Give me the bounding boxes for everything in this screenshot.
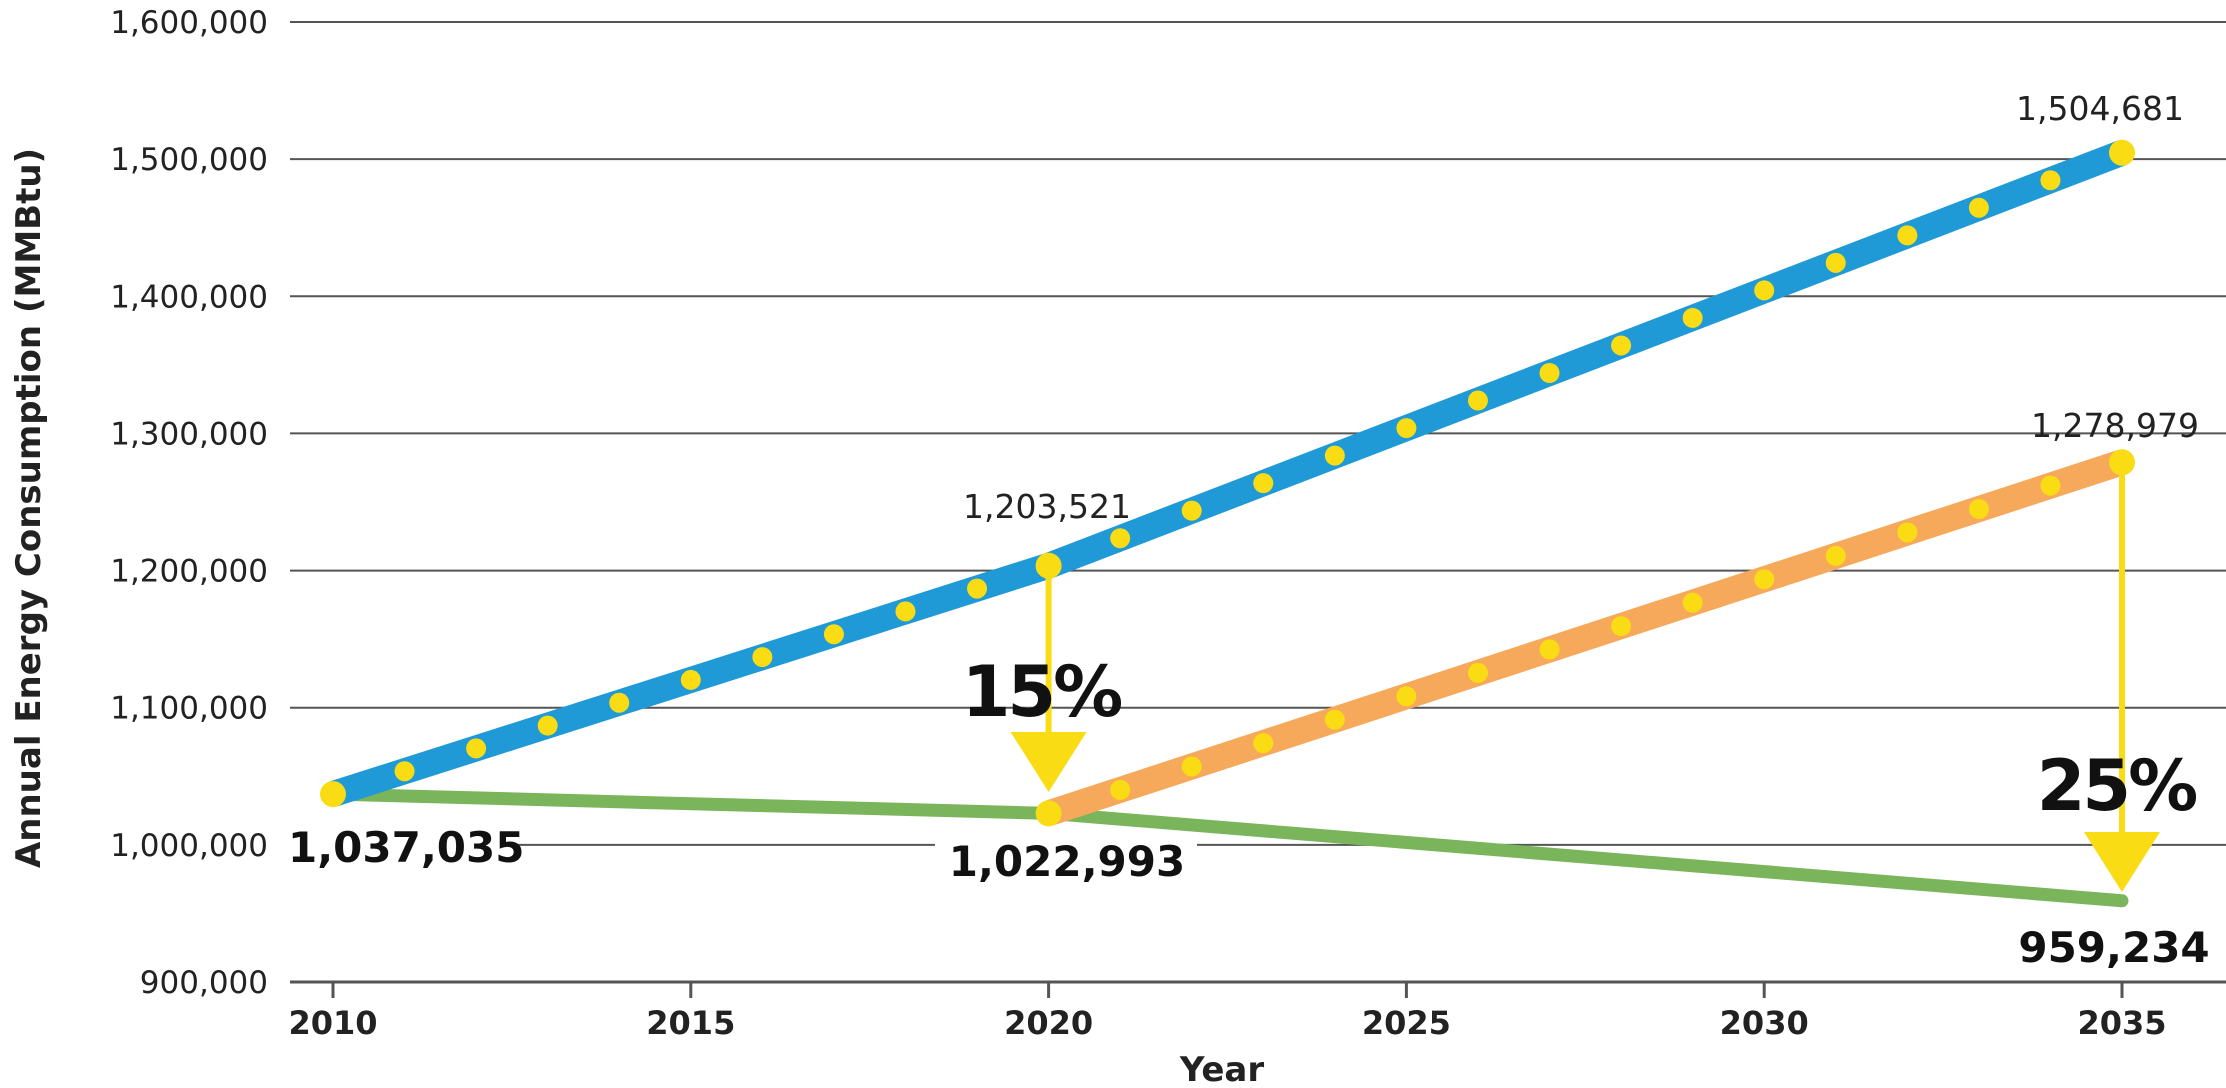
- series-dot-blue: [1253, 473, 1274, 494]
- green-2020-label: 1,022,993: [949, 837, 1185, 886]
- series-dot-blue: [1181, 500, 1202, 521]
- series-dot-orange: [1324, 709, 1345, 730]
- x-tick-label: 2020: [1004, 1004, 1093, 1042]
- series-dot-blue: [1324, 445, 1345, 466]
- series-line-blue: [329, 140, 2127, 807]
- series-dot-blue: [609, 692, 630, 713]
- series-dot-blue: [680, 669, 701, 690]
- reduction-25-percent: 25%: [2037, 745, 2196, 827]
- x-tick-label: 2010: [288, 1004, 377, 1042]
- series-dot-orange: [1467, 662, 1488, 683]
- y-tick-label: 1,500,000: [110, 142, 268, 178]
- y-tick-label: 1,600,000: [110, 5, 268, 41]
- series-dot-blue: [895, 601, 916, 622]
- series-dot-orange: [2040, 475, 2061, 496]
- y-tick-label: 1,100,000: [110, 691, 268, 727]
- y-tick-label: 1,300,000: [110, 416, 268, 452]
- series-dot-blue: [1110, 528, 1131, 549]
- series-dot-blue: [1611, 335, 1632, 356]
- series-line-green: [326, 787, 2129, 908]
- start-label-bg: [282, 822, 507, 870]
- y-tick-labels: 900,000 1,000,000 1,100,000 1,200,000 1,300,…: [110, 5, 268, 1001]
- green-2020-label-bg: [935, 836, 1197, 882]
- series-dot-blue: [1968, 197, 1989, 218]
- series-dot-blue: [752, 647, 773, 668]
- series-dot-blue: [1035, 552, 1062, 579]
- x-tick-label: 2025: [1362, 1004, 1451, 1042]
- series-dot-blue: [1539, 363, 1560, 384]
- series-lines: [326, 140, 2129, 908]
- orange-2035-label: 1,278,979: [2031, 406, 2199, 445]
- series-dot-blue: [1825, 252, 1846, 273]
- reduction-arrows: [1010, 472, 2160, 892]
- start-value-label: 1,037,035: [288, 823, 524, 872]
- reduction-15-percent: 15%: [962, 651, 1121, 733]
- series-dot-blue: [466, 738, 487, 759]
- y-axis-title: Annual Energy Consumption (MMBtu): [9, 148, 49, 868]
- series-dot-blue: [537, 715, 558, 736]
- series-dot-orange: [1110, 779, 1131, 800]
- series-dot-orange: [1539, 639, 1560, 660]
- series-dots: [320, 139, 2135, 827]
- series-dot-blue: [1467, 390, 1488, 411]
- series-dot-orange: [1035, 800, 1062, 827]
- series-dot-blue: [2040, 170, 2061, 191]
- y-tick-label: 1,200,000: [110, 554, 268, 590]
- x-tick-label: 2015: [646, 1004, 735, 1042]
- blue-2035-label: 1,504,681: [2016, 89, 2184, 128]
- series-dot-orange: [1754, 569, 1775, 590]
- x-tick-label: 2035: [2077, 1004, 2166, 1042]
- series-dot-orange: [1253, 733, 1274, 754]
- series-dot-orange: [2109, 449, 2135, 476]
- series-dot-blue: [1396, 418, 1417, 439]
- x-tick-labels: 2010 2015 2020 2025 2030 2035: [288, 1004, 2166, 1042]
- y-tick-label: 1,000,000: [110, 828, 268, 864]
- series-dot-blue: [394, 761, 415, 782]
- series-dot-blue: [1897, 225, 1918, 246]
- y-tick-label: 1,400,000: [110, 279, 268, 315]
- green-2035-label: 959,234: [2018, 923, 2209, 972]
- series-dot-blue: [1754, 280, 1775, 301]
- arrow-25-head: [2084, 832, 2160, 892]
- blue-2020-label: 1,203,521: [963, 487, 1131, 526]
- series-dot-orange: [1968, 499, 1989, 520]
- series-dot-orange: [1897, 522, 1918, 543]
- arrow-15-head: [1010, 732, 1087, 792]
- series-dot-orange: [1396, 686, 1417, 707]
- series-dot-blue: [320, 781, 346, 808]
- series-dot-orange: [1181, 756, 1202, 777]
- series-dot-blue: [1682, 307, 1703, 328]
- series-dot-orange: [1682, 592, 1703, 613]
- x-tick-label: 2030: [1720, 1004, 1809, 1042]
- series-dot-blue: [2109, 139, 2135, 166]
- y-tick-label: 900,000: [140, 965, 268, 1001]
- series-line-orange: [1044, 449, 2127, 826]
- series-dot-orange: [1825, 545, 1846, 566]
- series-dot-blue: [823, 624, 844, 645]
- x-axis-title: Year: [1179, 1050, 1265, 1088]
- series-dot-orange: [1611, 616, 1632, 637]
- series-dot-blue: [967, 578, 988, 599]
